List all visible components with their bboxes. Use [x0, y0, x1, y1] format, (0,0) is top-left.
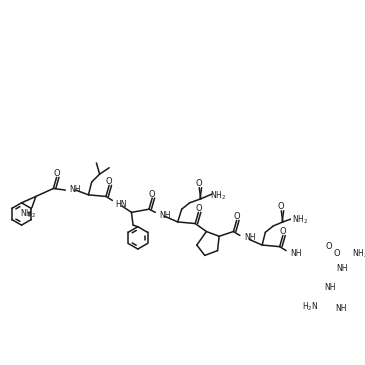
Text: O: O: [195, 204, 202, 213]
Text: O: O: [233, 212, 240, 221]
Text: NH: NH: [290, 249, 301, 258]
Text: NH: NH: [160, 211, 171, 220]
Text: O: O: [326, 242, 333, 251]
Text: NH: NH: [335, 304, 347, 313]
Text: NH: NH: [244, 233, 256, 242]
Text: NH: NH: [336, 264, 348, 273]
Text: O: O: [195, 179, 202, 188]
Text: NH$_2$: NH$_2$: [352, 247, 365, 260]
Text: NH: NH: [324, 283, 336, 292]
Text: O: O: [277, 202, 284, 211]
Text: O: O: [149, 189, 155, 199]
Text: O: O: [53, 169, 60, 178]
Text: O: O: [106, 177, 112, 186]
Text: NH$_2$: NH$_2$: [292, 213, 308, 226]
Text: NH$_2$: NH$_2$: [210, 189, 226, 202]
Text: NH$_2$: NH$_2$: [20, 208, 36, 220]
Text: HN: HN: [116, 200, 127, 209]
Text: NH: NH: [69, 185, 81, 194]
Text: O: O: [334, 249, 341, 258]
Text: H$_2$N: H$_2$N: [302, 301, 319, 314]
Text: O: O: [280, 227, 286, 236]
